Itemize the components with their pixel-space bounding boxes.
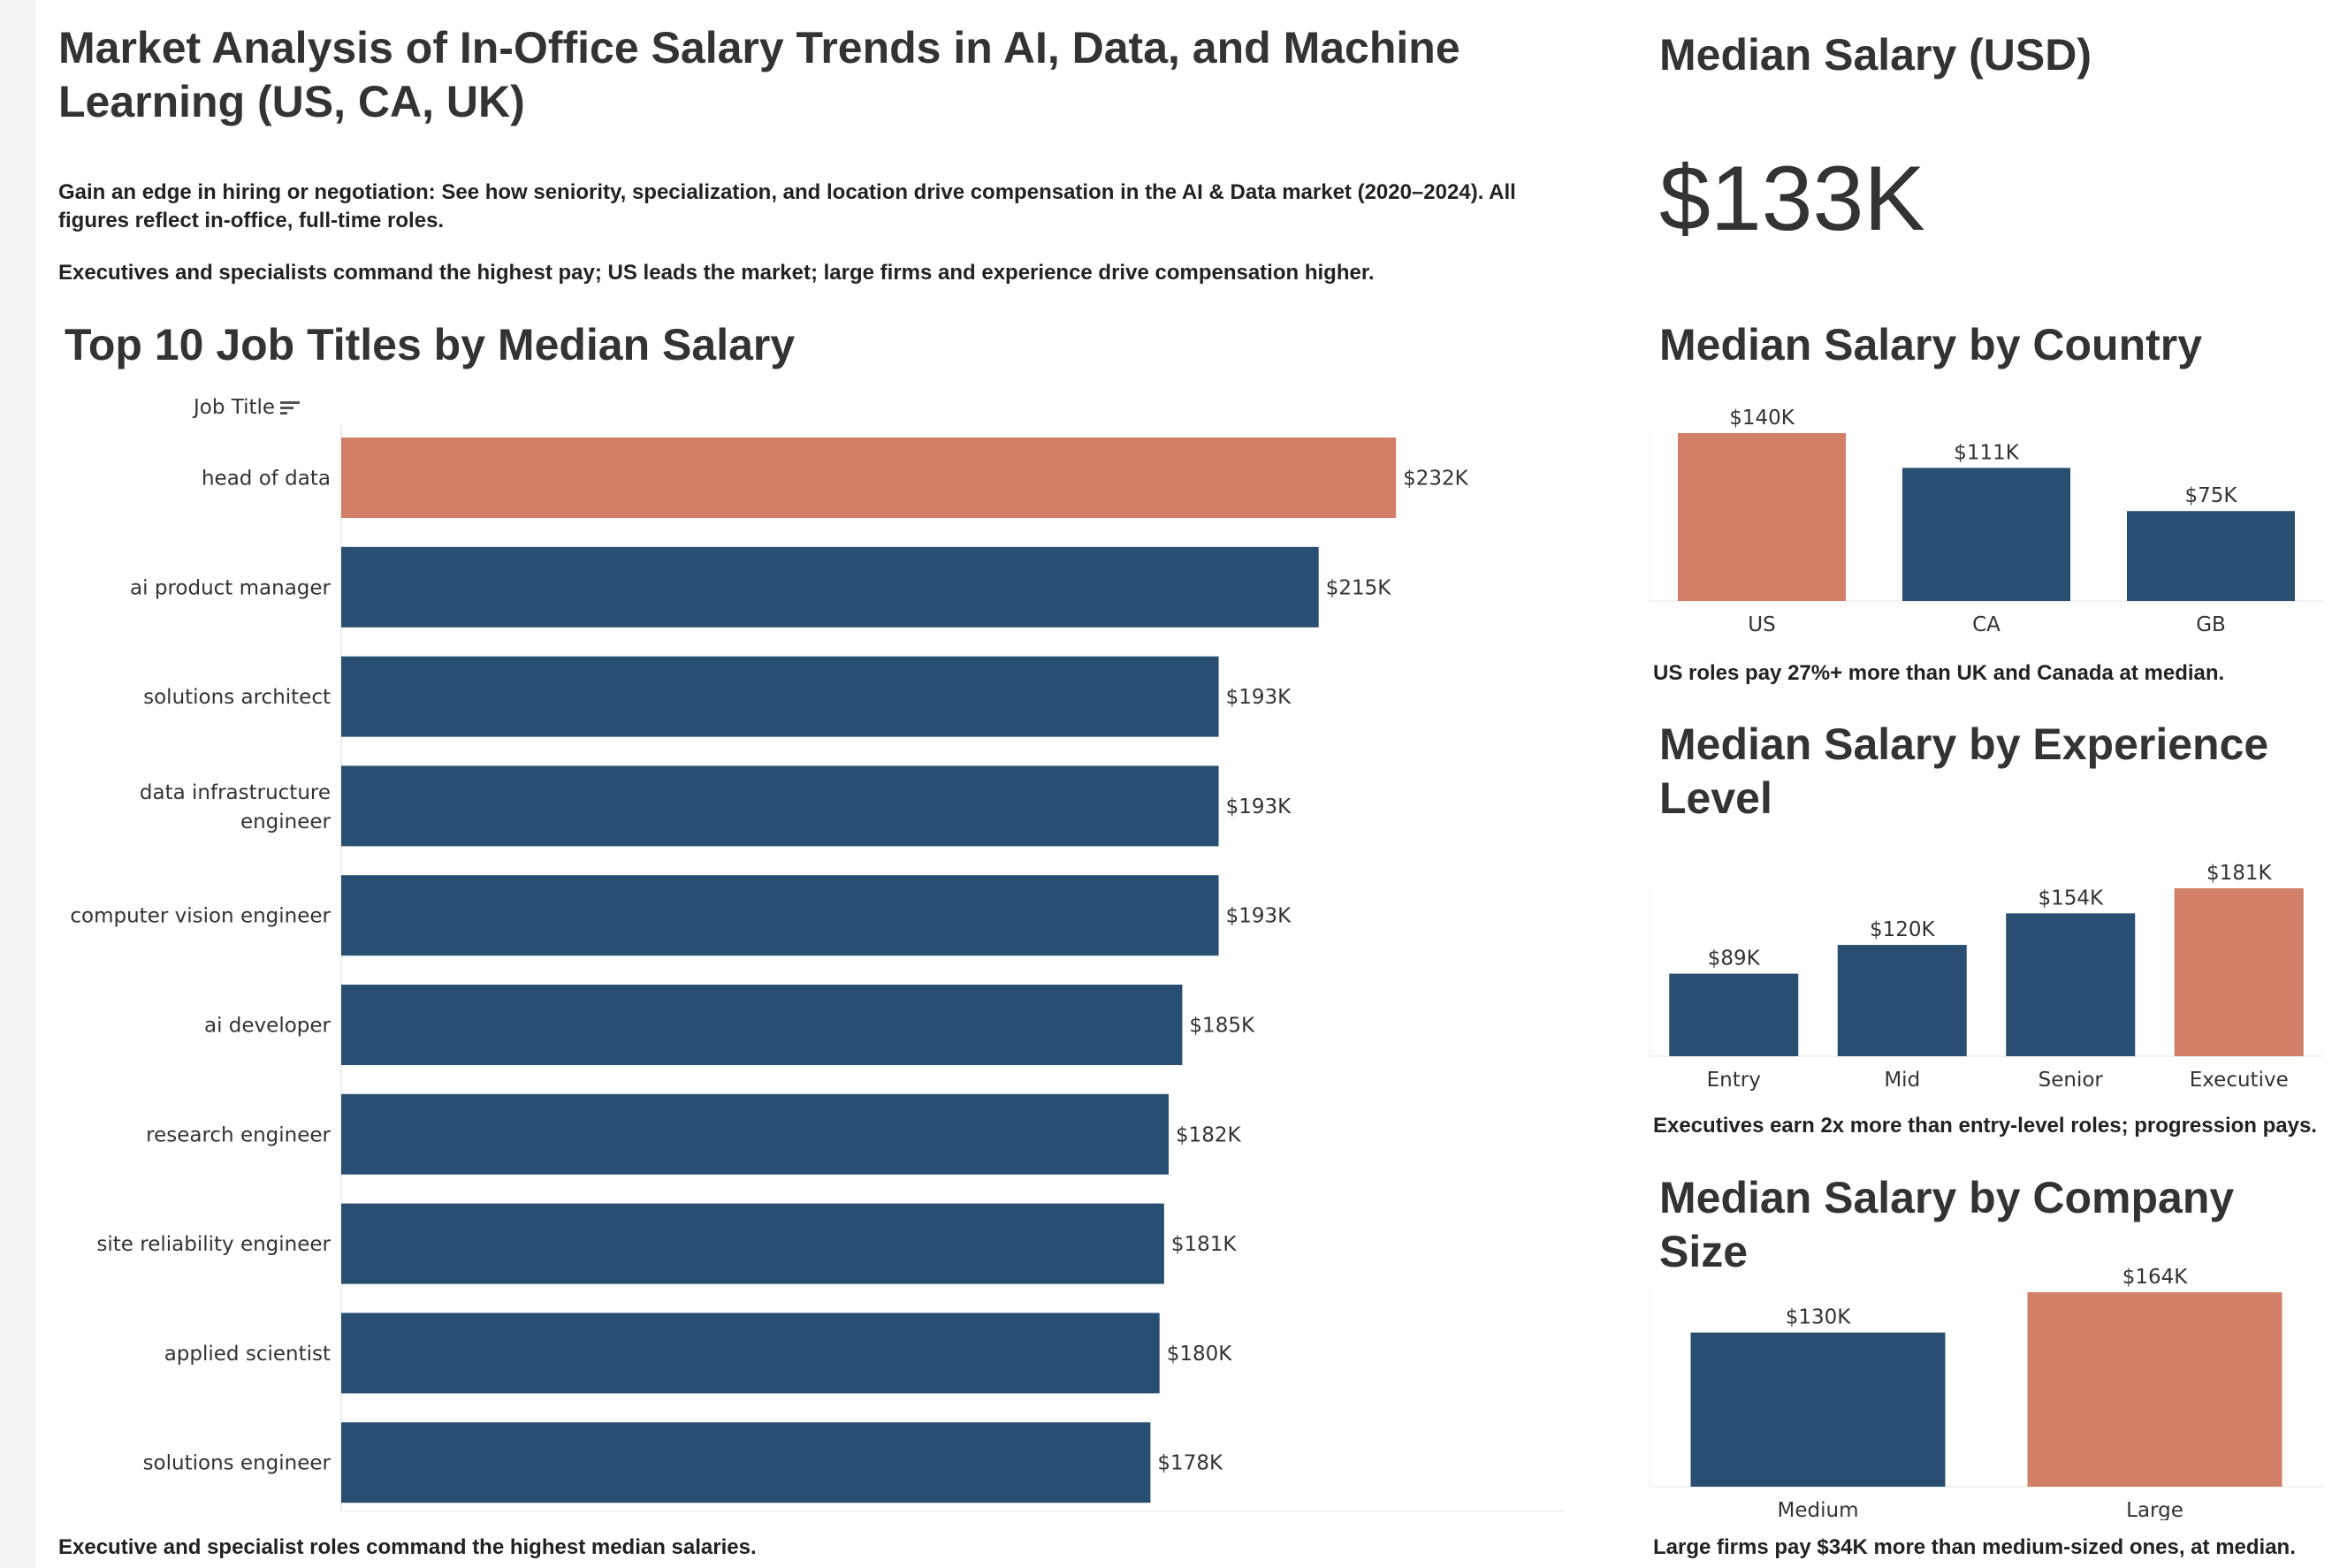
job-bar-site-reliability-engineer <box>341 1203 1164 1284</box>
job-bar-value-solutions-architect: $193K <box>1226 686 1292 709</box>
job-tick-label-site-reliability-engineer: site reliability engineer <box>96 1233 331 1256</box>
job-tick-label-computer-vision-engineer: computer vision engineer <box>70 905 331 928</box>
company-chart-value-large: $164K <box>2122 1266 2189 1289</box>
job-tick-label-applied-scientist: applied scientist <box>164 1343 331 1366</box>
job-bar-value-ai-product-manager: $215K <box>1326 576 1392 599</box>
company-chart-tick-large: Large <box>2126 1499 2183 1520</box>
country-chart-value-gb: $75K <box>2185 484 2238 507</box>
job-bar-value-ai-developer: $185K <box>1189 1015 1255 1038</box>
job-bar-data-infrastructure-engineer <box>341 765 1219 847</box>
sort-icon[interactable] <box>280 400 301 415</box>
job-tick-label-ai-product-manager: ai product manager <box>130 576 331 599</box>
left-margin-strip <box>0 0 35 1568</box>
experience-note: Executives earn 2x more than entry-level… <box>1653 1114 2317 1138</box>
job-bar-applied-scientist <box>341 1313 1160 1394</box>
job-bar-ai-developer <box>341 985 1183 1065</box>
company-chart-bar-medium <box>1690 1332 1946 1487</box>
experience-chart-bar-executive <box>2174 888 2304 1056</box>
company-note: Large firms pay $34K more than medium-si… <box>1653 1535 2296 1559</box>
job-tick-label-ai-developer: ai developer <box>204 1015 332 1038</box>
country-chart-bar-ca <box>1902 468 2070 601</box>
job-bar-value-computer-vision-engineer: $193K <box>1226 905 1292 928</box>
job-tick-label-head-of-data: head of data <box>202 468 331 491</box>
company-chart-title: Median Salary by Company Size <box>1659 1173 2235 1276</box>
experience-chart-tick-executive: Executive <box>2190 1069 2289 1092</box>
job-bar-head-of-data <box>341 438 1397 518</box>
job-bar-value-data-infrastructure-engineer: $193K <box>1226 795 1292 818</box>
country-chart-bar-gb <box>2127 511 2295 601</box>
job-titles-chart-title: Top 10 Job Titles by Median Salary <box>65 320 796 369</box>
experience-chart-tick-mid: Mid <box>1884 1069 1920 1092</box>
job-tick-label-solutions-engineer: solutions engineer <box>143 1452 332 1475</box>
experience-chart-tick-entry: Entry <box>1707 1069 1761 1092</box>
country-chart-tick-gb: GB <box>2196 613 2226 636</box>
job-tick-label-data-infrastructure-engineer: data infrastructure engineer <box>140 781 332 833</box>
job-bar-solutions-architect <box>341 656 1219 737</box>
experience-chart-tick-senior: Senior <box>2039 1069 2104 1092</box>
experience-chart-value-mid: $120K <box>1870 918 1936 941</box>
kpi-value: $133K <box>1659 148 1925 250</box>
country-bar-chart: $140K US $111K CA $75K GB <box>1649 407 2323 636</box>
experience-chart-value-executive: $181K <box>2206 862 2273 885</box>
job-titles-bar-chart: $232K head of data $215K ai product manager… <box>70 424 1565 1512</box>
experience-chart-value-entry: $89K <box>1708 948 1761 970</box>
job-tick-label-solutions-architect: solutions architect <box>143 686 331 709</box>
experience-chart-title: Median Salary by Experience Level <box>1659 719 2269 823</box>
job-bar-value-solutions-engineer: $178K <box>1157 1452 1223 1475</box>
experience-chart-value-senior: $154K <box>2038 887 2104 910</box>
country-chart-tick-us: US <box>1748 613 1775 636</box>
dashboard-intro: Gain an edge in hiring or negotiation: S… <box>58 180 1516 232</box>
experience-chart-bar-mid <box>1837 945 1967 1056</box>
job-title-axis-header[interactable]: Job Title <box>194 395 301 420</box>
country-note: US roles pay 27%+ more than UK and Canad… <box>1653 661 2225 685</box>
country-chart-value-ca: $111K <box>1954 441 2020 464</box>
company-chart-tick-medium: Medium <box>1778 1499 1859 1520</box>
experience-chart-bar-entry <box>1669 973 1799 1056</box>
job-bar-value-head-of-data: $232K <box>1403 468 1469 491</box>
country-chart-value-us: $140K <box>1729 407 1795 430</box>
job-titles-note: Executive and specialist roles command t… <box>58 1535 757 1559</box>
job-tick-label-research-engineer: research engineer <box>146 1123 331 1146</box>
job-bar-value-research-engineer: $182K <box>1176 1123 1242 1146</box>
job-bar-value-applied-scientist: $180K <box>1167 1343 1233 1366</box>
kpi-title: Median Salary (USD) <box>1659 30 2092 80</box>
experience-chart-bar-senior <box>2006 913 2136 1056</box>
dashboard-title: Market Analysis of In-Office Salary Tren… <box>58 23 1460 126</box>
experience-bar-chart: $89K Entry $120K Mid $154K Senior $181K Executi… <box>1649 862 2323 1092</box>
job-title-axis-header-label: Job Title <box>194 396 276 419</box>
country-chart-bar-us <box>1678 433 1846 601</box>
job-bar-computer-vision-engineer <box>341 875 1219 956</box>
company-size-bar-chart: $130K Medium $164K Large <box>1649 1266 2323 1520</box>
company-chart-value-medium: $130K <box>1786 1306 1852 1329</box>
dashboard-summary: Executives and specialists command the h… <box>58 261 1375 285</box>
country-chart-title: Median Salary by Country <box>1659 320 2203 369</box>
job-bar-solutions-engineer <box>341 1422 1151 1503</box>
job-bar-research-engineer <box>341 1093 1169 1175</box>
job-bar-value-site-reliability-engineer: $181K <box>1171 1233 1238 1256</box>
country-chart-tick-ca: CA <box>1972 613 2000 636</box>
job-bar-ai-product-manager <box>341 546 1319 628</box>
company-chart-bar-large <box>2027 1292 2282 1487</box>
